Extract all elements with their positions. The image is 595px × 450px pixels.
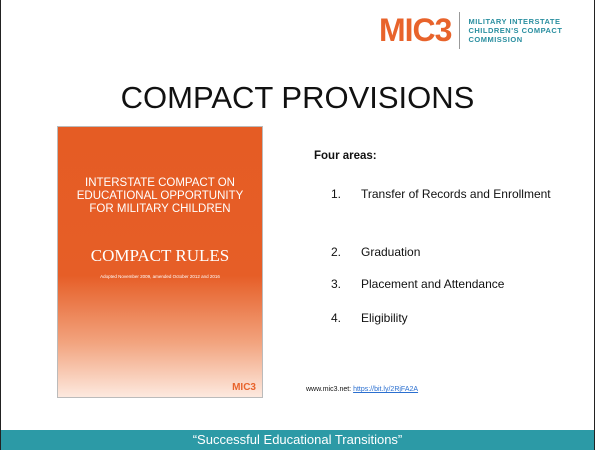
- list-item: 1.Transfer of Records and Enrollment: [331, 182, 561, 207]
- slide-title: COMPACT PROVISIONS: [1, 80, 594, 116]
- list-heading: Four areas:: [314, 150, 377, 162]
- source-link[interactable]: https://bit.ly/2RjFA2A: [353, 386, 418, 393]
- slide: MIC3 MILITARY INTERSTATE CHILDREN'S COMP…: [0, 0, 595, 450]
- item-number: 1.: [331, 182, 361, 207]
- item-text: Transfer of Records and Enrollment: [361, 182, 561, 207]
- item-number: 4.: [331, 306, 361, 331]
- banner: “Successful Educational Transitions”: [1, 430, 594, 450]
- logo-line: COMMISSION: [468, 35, 562, 44]
- source-label: www.mic3.net:: [306, 386, 351, 393]
- cover-subtitle: Adopted November 2009, amended October 2…: [58, 274, 262, 279]
- cover-title: COMPACT RULES: [58, 246, 262, 266]
- source: www.mic3.net: https://bit.ly/2RjFA2A: [306, 386, 418, 393]
- logo-mark: MIC3: [379, 12, 460, 49]
- list-item: 3.Placement and Attendance: [331, 272, 561, 297]
- item-number: 2.: [331, 240, 361, 265]
- list-item: 2.Graduation: [331, 240, 561, 265]
- item-text: Graduation: [361, 240, 561, 265]
- item-text: Placement and Attendance: [361, 272, 561, 297]
- cover-heading: INTERSTATE COMPACT ON EDUCATIONAL OPPORT…: [72, 177, 248, 216]
- logo-lines: MILITARY INTERSTATE CHILDREN'S COMPACT C…: [460, 17, 562, 44]
- cover-badge: MIC3: [232, 382, 256, 393]
- logo-line: MILITARY INTERSTATE: [468, 17, 562, 26]
- logo-line: CHILDREN'S COMPACT: [468, 26, 562, 35]
- list-item: 4.Eligibility: [331, 306, 561, 331]
- item-text: Eligibility: [361, 306, 561, 331]
- logo: MIC3 MILITARY INTERSTATE CHILDREN'S COMP…: [379, 12, 562, 48]
- book-cover: INTERSTATE COMPACT ON EDUCATIONAL OPPORT…: [57, 126, 263, 398]
- item-number: 3.: [331, 272, 361, 297]
